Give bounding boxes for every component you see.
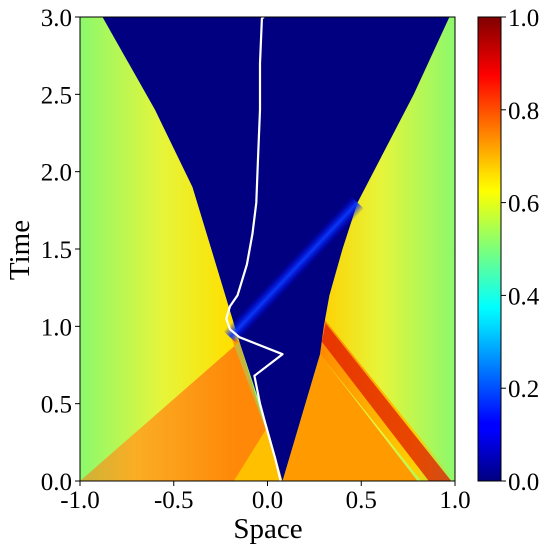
colorbar: 0.0 0.2 0.4 0.6 0.8 1.0 xyxy=(477,5,540,496)
series-layer xyxy=(225,17,284,481)
y-tick-label: 0.5 xyxy=(41,392,72,419)
colorbar-tick-label: 0.4 xyxy=(508,283,540,310)
colorbar-gradient xyxy=(477,16,502,482)
right-peak-band xyxy=(321,323,452,481)
heatmap-plot-area xyxy=(80,17,455,481)
colorbar-tick-label: 0.0 xyxy=(508,469,539,496)
colorbar-tick-label: 0.8 xyxy=(508,98,539,125)
y-tick-label: 1.0 xyxy=(41,314,72,341)
x-tick-label: -1.0 xyxy=(60,487,100,514)
x-tick-label: 0.0 xyxy=(252,487,283,514)
regions-layer xyxy=(80,17,455,481)
center-state-region xyxy=(282,354,418,481)
y-tick-label: 1.5 xyxy=(41,237,72,264)
y-axis-title: Time xyxy=(4,220,36,280)
x-axis-ticks: -1.0 -0.5 0.0 0.5 1.0 xyxy=(60,481,471,514)
x-axis-title: Space xyxy=(233,513,302,545)
left-fan-region xyxy=(80,17,240,481)
colorbar-tick-label: 1.0 xyxy=(508,5,539,32)
x-tick-label: -0.5 xyxy=(154,487,194,514)
colorbar-ticks: 0.0 0.2 0.4 0.6 0.8 1.0 xyxy=(501,5,540,496)
background-region xyxy=(102,17,450,481)
y-tick-label: 3.0 xyxy=(41,5,72,32)
y-axis-ticks: 0.0 0.5 1.0 1.5 2.0 2.5 3.0 xyxy=(41,5,80,496)
y-tick-label: 2.5 xyxy=(41,82,72,109)
y-tick-label: 0.0 xyxy=(41,469,72,496)
left-state-core xyxy=(80,341,268,481)
x-tick-label: 1.0 xyxy=(439,487,470,514)
low-density-band xyxy=(223,196,365,344)
colorbar-tick-label: 0.6 xyxy=(508,191,539,218)
trajectory-line-0 xyxy=(225,17,284,481)
y-tick-label: 2.0 xyxy=(41,160,72,187)
colorbar-tick-label: 0.2 xyxy=(508,376,539,403)
x-tick-label: 0.5 xyxy=(346,487,377,514)
